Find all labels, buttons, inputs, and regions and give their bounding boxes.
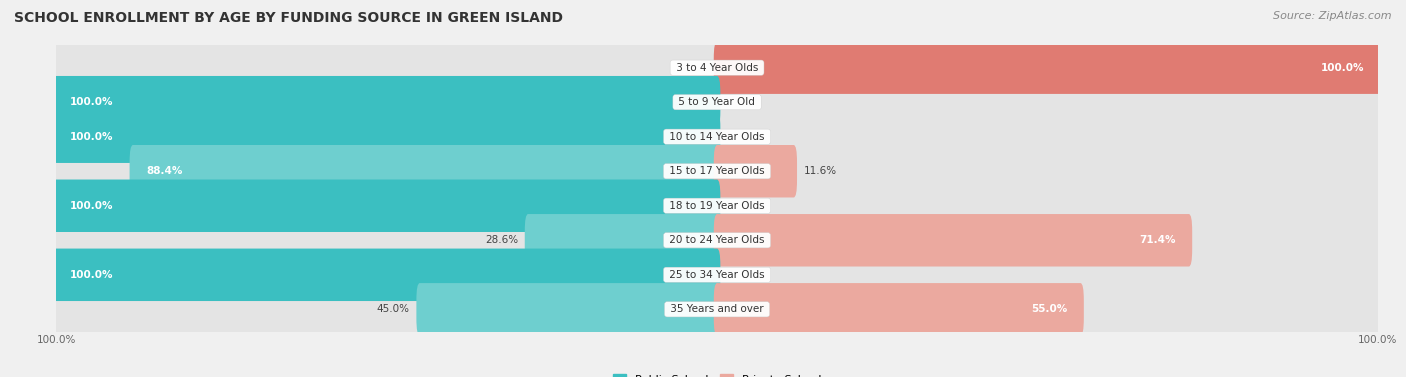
FancyBboxPatch shape xyxy=(53,138,1381,204)
Text: 100.0%: 100.0% xyxy=(69,270,112,280)
FancyBboxPatch shape xyxy=(711,64,1384,141)
FancyBboxPatch shape xyxy=(53,179,720,232)
FancyBboxPatch shape xyxy=(711,236,1384,313)
FancyBboxPatch shape xyxy=(51,167,723,244)
FancyBboxPatch shape xyxy=(714,214,1192,267)
Text: 55.0%: 55.0% xyxy=(1031,304,1067,314)
FancyBboxPatch shape xyxy=(53,248,720,301)
FancyBboxPatch shape xyxy=(711,98,1384,175)
Text: 100.0%: 100.0% xyxy=(69,201,112,211)
Text: 100.0%: 100.0% xyxy=(69,132,112,142)
FancyBboxPatch shape xyxy=(53,276,1381,342)
FancyBboxPatch shape xyxy=(711,29,1384,106)
FancyBboxPatch shape xyxy=(51,29,723,106)
FancyBboxPatch shape xyxy=(714,145,797,198)
FancyBboxPatch shape xyxy=(53,35,1381,101)
Text: 5 to 9 Year Old: 5 to 9 Year Old xyxy=(675,97,759,107)
FancyBboxPatch shape xyxy=(51,271,723,348)
Text: 25 to 34 Year Olds: 25 to 34 Year Olds xyxy=(666,270,768,280)
FancyBboxPatch shape xyxy=(711,271,1384,348)
FancyBboxPatch shape xyxy=(51,133,723,210)
FancyBboxPatch shape xyxy=(714,283,1084,336)
Text: 71.4%: 71.4% xyxy=(1139,235,1175,245)
FancyBboxPatch shape xyxy=(51,98,723,175)
FancyBboxPatch shape xyxy=(51,64,723,141)
Text: 35 Years and over: 35 Years and over xyxy=(666,304,768,314)
FancyBboxPatch shape xyxy=(711,167,1384,244)
FancyBboxPatch shape xyxy=(53,76,720,129)
FancyBboxPatch shape xyxy=(51,202,723,279)
Text: 3 to 4 Year Olds: 3 to 4 Year Olds xyxy=(672,63,762,73)
Legend: Public School, Private School: Public School, Private School xyxy=(609,370,825,377)
Text: 20 to 24 Year Olds: 20 to 24 Year Olds xyxy=(666,235,768,245)
FancyBboxPatch shape xyxy=(53,242,1381,308)
Text: 28.6%: 28.6% xyxy=(485,235,519,245)
Text: 45.0%: 45.0% xyxy=(377,304,409,314)
FancyBboxPatch shape xyxy=(711,133,1384,210)
FancyBboxPatch shape xyxy=(416,283,720,336)
FancyBboxPatch shape xyxy=(53,69,1381,135)
FancyBboxPatch shape xyxy=(714,41,1381,94)
Text: Source: ZipAtlas.com: Source: ZipAtlas.com xyxy=(1274,11,1392,21)
Text: 10 to 14 Year Olds: 10 to 14 Year Olds xyxy=(666,132,768,142)
Text: 11.6%: 11.6% xyxy=(804,166,837,176)
FancyBboxPatch shape xyxy=(524,214,720,267)
FancyBboxPatch shape xyxy=(53,110,720,163)
FancyBboxPatch shape xyxy=(51,236,723,313)
Text: SCHOOL ENROLLMENT BY AGE BY FUNDING SOURCE IN GREEN ISLAND: SCHOOL ENROLLMENT BY AGE BY FUNDING SOUR… xyxy=(14,11,562,25)
FancyBboxPatch shape xyxy=(129,145,720,198)
Text: 15 to 17 Year Olds: 15 to 17 Year Olds xyxy=(666,166,768,176)
Text: 100.0%: 100.0% xyxy=(1322,63,1365,73)
Text: 100.0%: 100.0% xyxy=(69,97,112,107)
Text: 88.4%: 88.4% xyxy=(146,166,183,176)
FancyBboxPatch shape xyxy=(53,173,1381,239)
FancyBboxPatch shape xyxy=(711,202,1384,279)
Text: 18 to 19 Year Olds: 18 to 19 Year Olds xyxy=(666,201,768,211)
FancyBboxPatch shape xyxy=(53,104,1381,170)
FancyBboxPatch shape xyxy=(53,207,1381,273)
